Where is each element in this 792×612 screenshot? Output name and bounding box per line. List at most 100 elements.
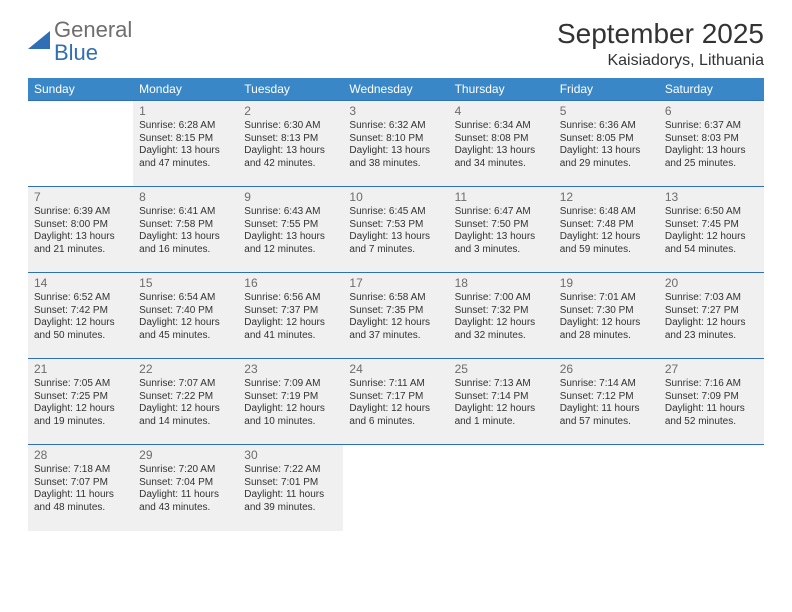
day-info-line: Sunset: 7:22 PM: [139, 391, 232, 404]
day-info-line: Daylight: 11 hours: [560, 403, 653, 416]
day-info-line: Sunset: 8:15 PM: [139, 133, 232, 146]
day-info-line: Sunrise: 6:58 AM: [349, 292, 442, 305]
calendar-cell: 5Sunrise: 6:36 AMSunset: 8:05 PMDaylight…: [554, 101, 659, 187]
day-number: 29: [139, 448, 232, 462]
day-info-line: Sunrise: 6:32 AM: [349, 120, 442, 133]
day-info-line: Sunrise: 7:11 AM: [349, 378, 442, 391]
day-info-line: and 47 minutes.: [139, 158, 232, 171]
day-info: Sunrise: 6:32 AMSunset: 8:10 PMDaylight:…: [349, 120, 442, 170]
calendar-row: 28Sunrise: 7:18 AMSunset: 7:07 PMDayligh…: [28, 445, 764, 531]
day-info-line: Sunrise: 6:36 AM: [560, 120, 653, 133]
weekday-header: Saturday: [659, 78, 764, 101]
day-info-line: Sunset: 8:05 PM: [560, 133, 653, 146]
title-block: September 2025 Kaisiadorys, Lithuania: [557, 18, 764, 70]
day-info-line: Sunrise: 6:50 AM: [665, 206, 758, 219]
day-info-line: Sunrise: 6:34 AM: [455, 120, 548, 133]
calendar-cell: 10 Sunrise: 6:45 AMSunset: 7:53 PMDayligh…: [343, 187, 448, 273]
calendar-cell: 23Sunrise: 7:09 AMSunset: 7:19 PMDayligh…: [238, 359, 343, 445]
day-info-line: Daylight: 12 hours: [244, 403, 337, 416]
day-info: Sunrise: 6:45 AMSunset: 7:53 PMDaylight:…: [349, 206, 442, 256]
day-info-line: and 42 minutes.: [244, 158, 337, 171]
day-info-line: Daylight: 12 hours: [244, 317, 337, 330]
day-info: Sunrise: 6:50 AMSunset: 7:45 PMDaylight:…: [665, 206, 758, 256]
day-info: Sunrise: 6:58 AMSunset: 7:35 PMDaylight:…: [349, 292, 442, 342]
day-info: Sunrise: 6:56 AMSunset: 7:37 PMDaylight:…: [244, 292, 337, 342]
day-info-line: Daylight: 13 hours: [455, 145, 548, 158]
weekday-header: Sunday: [28, 78, 133, 101]
day-info-line: Sunrise: 6:48 AM: [560, 206, 653, 219]
day-number: 19: [560, 276, 653, 290]
day-info-line: Sunrise: 6:52 AM: [34, 292, 127, 305]
day-info-line: Daylight: 11 hours: [139, 489, 232, 502]
day-number: 26: [560, 362, 653, 376]
day-info-line: Daylight: 12 hours: [34, 403, 127, 416]
day-info-line: Daylight: 11 hours: [34, 489, 127, 502]
day-info-line: Sunset: 7:58 PM: [139, 219, 232, 232]
day-info-line: and 12 minutes.: [244, 244, 337, 257]
day-info-line: Sunset: 7:04 PM: [139, 477, 232, 490]
day-info-line: Daylight: 11 hours: [244, 489, 337, 502]
calendar-cell: 16Sunrise: 6:56 AMSunset: 7:37 PMDayligh…: [238, 273, 343, 359]
day-info-line: Daylight: 12 hours: [455, 403, 548, 416]
day-info-line: and 39 minutes.: [244, 502, 337, 515]
day-info-line: Daylight: 13 hours: [244, 145, 337, 158]
day-info-line: Sunrise: 6:56 AM: [244, 292, 337, 305]
day-info-line: Daylight: 12 hours: [139, 317, 232, 330]
day-info-line: Sunset: 7:25 PM: [34, 391, 127, 404]
day-info-line: and 57 minutes.: [560, 416, 653, 429]
calendar-cell: 13 Sunrise: 6:50 AMSunset: 7:45 PMDayligh…: [659, 187, 764, 273]
calendar-cell: 21Sunrise: 7:05 AMSunset: 7:25 PMDayligh…: [28, 359, 133, 445]
calendar-header: Sunday Monday Tuesday Wednesday Thursday…: [28, 78, 764, 101]
day-number: 3: [349, 104, 442, 118]
day-info: Sunrise: 7:00 AMSunset: 7:32 PMDaylight:…: [455, 292, 548, 342]
day-info-line: Sunset: 8:03 PM: [665, 133, 758, 146]
day-info-line: and 54 minutes.: [665, 244, 758, 257]
day-info: Sunrise: 7:20 AMSunset: 7:04 PMDaylight:…: [139, 464, 232, 514]
day-info-line: Sunset: 8:13 PM: [244, 133, 337, 146]
day-number: 13: [665, 190, 758, 204]
calendar-cell: 6Sunrise: 6:37 AMSunset: 8:03 PMDaylight…: [659, 101, 764, 187]
calendar-row: 7Sunrise: 6:39 AMSunset: 8:00 PMDaylight…: [28, 187, 764, 273]
calendar-cell: 12Sunrise: 6:48 AMSunset: 7:48 PMDayligh…: [554, 187, 659, 273]
day-number: 27: [665, 362, 758, 376]
calendar-cell: 24Sunrise: 7:11 AMSunset: 7:17 PMDayligh…: [343, 359, 448, 445]
day-info: Sunrise: 7:01 AMSunset: 7:30 PMDaylight:…: [560, 292, 653, 342]
day-number: 7: [34, 190, 127, 204]
brand-line2: Blue: [54, 40, 98, 65]
calendar-cell: 19 Sunrise: 7:01 AMSunset: 7:30 PMDayligh…: [554, 273, 659, 359]
calendar-cell: 17 Sunrise: 6:58 AMSunset: 7:35 PMDayligh…: [343, 273, 448, 359]
day-number: 23: [244, 362, 337, 376]
day-number: 10: [349, 190, 442, 204]
day-info-line: Sunset: 7:32 PM: [455, 305, 548, 318]
day-number: 18: [455, 276, 548, 290]
day-info-line: and 21 minutes.: [34, 244, 127, 257]
calendar-cell: [449, 445, 554, 531]
day-info-line: and 32 minutes.: [455, 330, 548, 343]
day-info-line: Sunset: 7:09 PM: [665, 391, 758, 404]
day-number: 11: [455, 190, 548, 204]
day-info-line: Sunrise: 6:39 AM: [34, 206, 127, 219]
day-info-line: Daylight: 13 hours: [665, 145, 758, 158]
day-info: Sunrise: 6:28 AMSunset: 8:15 PMDaylight:…: [139, 120, 232, 170]
day-info-line: and 19 minutes.: [34, 416, 127, 429]
day-info-line: and 50 minutes.: [34, 330, 127, 343]
day-info-line: and 29 minutes.: [560, 158, 653, 171]
day-number: 17: [349, 276, 442, 290]
day-info-line: Sunrise: 7:07 AM: [139, 378, 232, 391]
day-info-line: Sunrise: 6:45 AM: [349, 206, 442, 219]
day-info-line: and 14 minutes.: [139, 416, 232, 429]
day-info: Sunrise: 6:41 AMSunset: 7:58 PMDaylight:…: [139, 206, 232, 256]
day-info-line: and 41 minutes.: [244, 330, 337, 343]
day-info-line: and 6 minutes.: [349, 416, 442, 429]
day-info-line: Daylight: 13 hours: [455, 231, 548, 244]
day-info-line: Daylight: 12 hours: [139, 403, 232, 416]
calendar-cell: 1 Sunrise: 6:28 AMSunset: 8:15 PMDaylight…: [133, 101, 238, 187]
day-info-line: Sunset: 8:10 PM: [349, 133, 442, 146]
day-info-line: Sunrise: 6:41 AM: [139, 206, 232, 219]
day-info: Sunrise: 6:34 AMSunset: 8:08 PMDaylight:…: [455, 120, 548, 170]
calendar-cell: 28Sunrise: 7:18 AMSunset: 7:07 PMDayligh…: [28, 445, 133, 531]
day-info-line: and 7 minutes.: [349, 244, 442, 257]
day-info-line: Daylight: 13 hours: [139, 145, 232, 158]
day-number: 1: [139, 104, 232, 118]
day-info-line: Sunrise: 7:00 AM: [455, 292, 548, 305]
